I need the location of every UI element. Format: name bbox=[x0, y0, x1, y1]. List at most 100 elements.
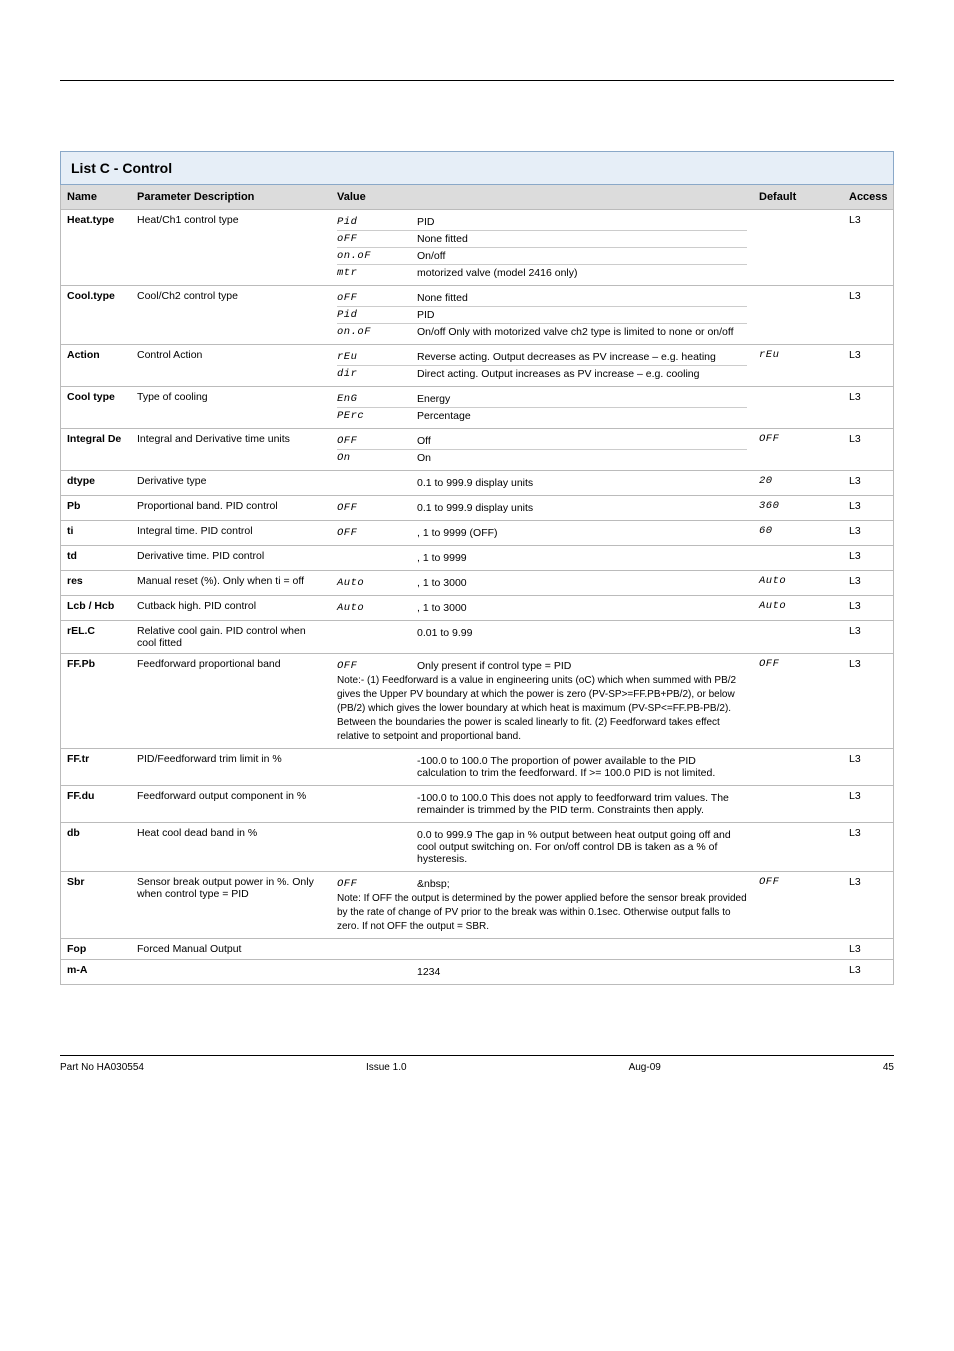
value-code: On bbox=[337, 450, 417, 466]
param-desc: Relative cool gain. PID control when coo… bbox=[131, 621, 331, 653]
value-desc: -100.0 to 100.0 This does not apply to f… bbox=[417, 790, 747, 818]
param-value: OFF0.1 to 999.9 display units bbox=[331, 496, 753, 520]
param-access: L3 bbox=[843, 621, 893, 653]
param-desc: PID/Feedforward trim limit in % bbox=[131, 749, 331, 785]
value-desc bbox=[417, 943, 747, 947]
param-default bbox=[753, 210, 843, 285]
table-row: Lcb / HcbCutback high. PID controlAuto, … bbox=[60, 596, 894, 621]
param-name: m-A bbox=[61, 960, 131, 984]
param-name: td bbox=[61, 546, 131, 570]
param-access: L3 bbox=[843, 872, 893, 938]
param-value bbox=[331, 939, 753, 959]
table-row: FF.duFeedforward output component in % -1… bbox=[60, 786, 894, 823]
col-desc: Parameter Description bbox=[131, 185, 331, 209]
param-access: L3 bbox=[843, 939, 893, 959]
param-default: 60 bbox=[753, 521, 843, 545]
col-value: Value bbox=[331, 185, 753, 209]
param-desc: Forced Manual Output bbox=[131, 939, 331, 959]
param-default bbox=[753, 546, 843, 570]
value-desc: Off bbox=[417, 433, 747, 449]
table-row: PbProportional band. PID controlOFF0.1 t… bbox=[60, 496, 894, 521]
param-access: L3 bbox=[843, 387, 893, 428]
table-row: dbHeat cool dead band in % 0.0 to 999.9 T… bbox=[60, 823, 894, 872]
value-code: on.oF bbox=[337, 248, 417, 264]
table-row: FF.PbFeedforward proportional bandOFFOnl… bbox=[60, 654, 894, 749]
param-name: ti bbox=[61, 521, 131, 545]
value-desc: PID bbox=[417, 214, 747, 230]
value-code: dir bbox=[337, 366, 417, 382]
param-name: FF.du bbox=[61, 786, 131, 822]
param-desc: Cool/Ch2 control type bbox=[131, 286, 331, 344]
table-row: m-A1234L3 bbox=[60, 960, 894, 985]
param-default: OFF bbox=[753, 872, 843, 938]
col-default: Default bbox=[753, 185, 843, 209]
param-desc: Sensor break output power in %. Only whe… bbox=[131, 872, 331, 938]
param-name: Heat.type bbox=[61, 210, 131, 285]
param-desc: Type of cooling bbox=[131, 387, 331, 428]
param-value: EnGEnergyPErcPercentage bbox=[331, 387, 753, 428]
value-desc: Reverse acting. Output decreases as PV i… bbox=[417, 349, 747, 365]
value-code: oFF bbox=[337, 290, 417, 306]
col-name: Name bbox=[61, 185, 131, 209]
param-access: L3 bbox=[843, 749, 893, 785]
param-desc: Manual reset (%). Only when ti = off bbox=[131, 571, 331, 595]
param-default bbox=[753, 387, 843, 428]
param-value: 0.1 to 999.9 display units bbox=[331, 471, 753, 495]
param-name: rEL.C bbox=[61, 621, 131, 653]
value-code bbox=[337, 943, 417, 947]
table-row: SbrSensor break output power in %. Only … bbox=[60, 872, 894, 939]
col-access: Access bbox=[843, 185, 893, 209]
param-name: db bbox=[61, 823, 131, 871]
param-access: L3 bbox=[843, 596, 893, 620]
param-desc: Feedforward output component in % bbox=[131, 786, 331, 822]
value-code: Pid bbox=[337, 214, 417, 230]
value-code: OFF bbox=[337, 658, 417, 674]
param-note: Note: If OFF the output is determined by… bbox=[337, 892, 747, 934]
table-row: rEL.CRelative cool gain. PID control whe… bbox=[60, 621, 894, 654]
param-default: Auto bbox=[753, 571, 843, 595]
param-name: Lcb / Hcb bbox=[61, 596, 131, 620]
param-name: Cool.type bbox=[61, 286, 131, 344]
value-desc: Direct acting. Output increases as PV in… bbox=[417, 366, 747, 382]
value-code bbox=[337, 625, 417, 641]
param-access: L3 bbox=[843, 571, 893, 595]
param-value: OFFOnly present if control type = PIDNot… bbox=[331, 654, 753, 748]
value-code: OFF bbox=[337, 525, 417, 541]
param-name: Pb bbox=[61, 496, 131, 520]
value-code bbox=[337, 550, 417, 566]
param-access: L3 bbox=[843, 823, 893, 871]
param-default: Auto bbox=[753, 596, 843, 620]
param-desc: Heat cool dead band in % bbox=[131, 823, 331, 871]
table-row: Cool.typeCool/Ch2 control typeoFFNone fi… bbox=[60, 286, 894, 345]
param-access: L3 bbox=[843, 521, 893, 545]
param-name: FF.Pb bbox=[61, 654, 131, 748]
table-row: resManual reset (%). Only when ti = offA… bbox=[60, 571, 894, 596]
table-row: FopForced Manual OutputL3 bbox=[60, 939, 894, 960]
value-desc: 0.1 to 999.9 display units bbox=[417, 500, 747, 516]
param-name: Sbr bbox=[61, 872, 131, 938]
value-code: OFF bbox=[337, 500, 417, 516]
value-code bbox=[337, 790, 417, 818]
value-desc: 0.1 to 999.9 display units bbox=[417, 475, 747, 491]
footer-center: Issue 1.0 bbox=[366, 1062, 407, 1073]
table-header: Name Parameter Description Value Default… bbox=[60, 185, 894, 210]
param-default bbox=[753, 286, 843, 344]
param-value: 0.0 to 999.9 The gap in % output between… bbox=[331, 823, 753, 871]
value-desc: 0.0 to 999.9 The gap in % output between… bbox=[417, 827, 747, 867]
value-desc: Only present if control type = PID bbox=[417, 658, 747, 674]
value-code: oFF bbox=[337, 231, 417, 247]
param-desc: Control Action bbox=[131, 345, 331, 386]
param-desc: Proportional band. PID control bbox=[131, 496, 331, 520]
value-code bbox=[337, 475, 417, 491]
param-value: -100.0 to 100.0 This does not apply to f… bbox=[331, 786, 753, 822]
param-desc: Heat/Ch1 control type bbox=[131, 210, 331, 285]
param-access: L3 bbox=[843, 429, 893, 470]
table-row: tdDerivative time. PID control, 1 to 999… bbox=[60, 546, 894, 571]
param-value: OFF, 1 to 9999 (OFF) bbox=[331, 521, 753, 545]
param-default: 360 bbox=[753, 496, 843, 520]
table-row: FF.trPID/Feedforward trim limit in %-100… bbox=[60, 749, 894, 786]
table-row: ActionControl ActionrEuReverse acting. O… bbox=[60, 345, 894, 387]
param-name: dtype bbox=[61, 471, 131, 495]
param-access: L3 bbox=[843, 345, 893, 386]
param-desc bbox=[131, 960, 331, 984]
